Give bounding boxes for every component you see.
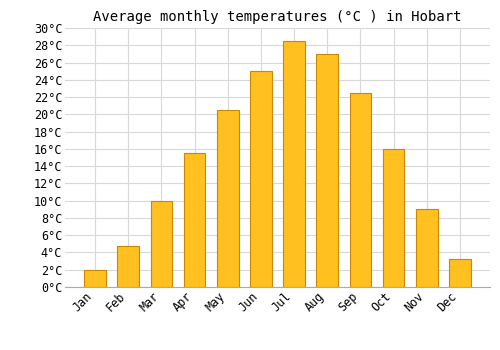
Bar <box>416 209 438 287</box>
Bar <box>284 41 305 287</box>
Bar <box>184 153 206 287</box>
Title: Average monthly temperatures (°C ) in Hobart: Average monthly temperatures (°C ) in Ho… <box>93 10 462 24</box>
Bar <box>118 246 139 287</box>
Bar <box>350 93 371 287</box>
Bar <box>383 149 404 287</box>
Bar <box>84 270 106 287</box>
Bar <box>316 54 338 287</box>
Bar <box>217 110 238 287</box>
Bar <box>150 201 172 287</box>
Bar <box>250 71 272 287</box>
Bar <box>449 259 470 287</box>
